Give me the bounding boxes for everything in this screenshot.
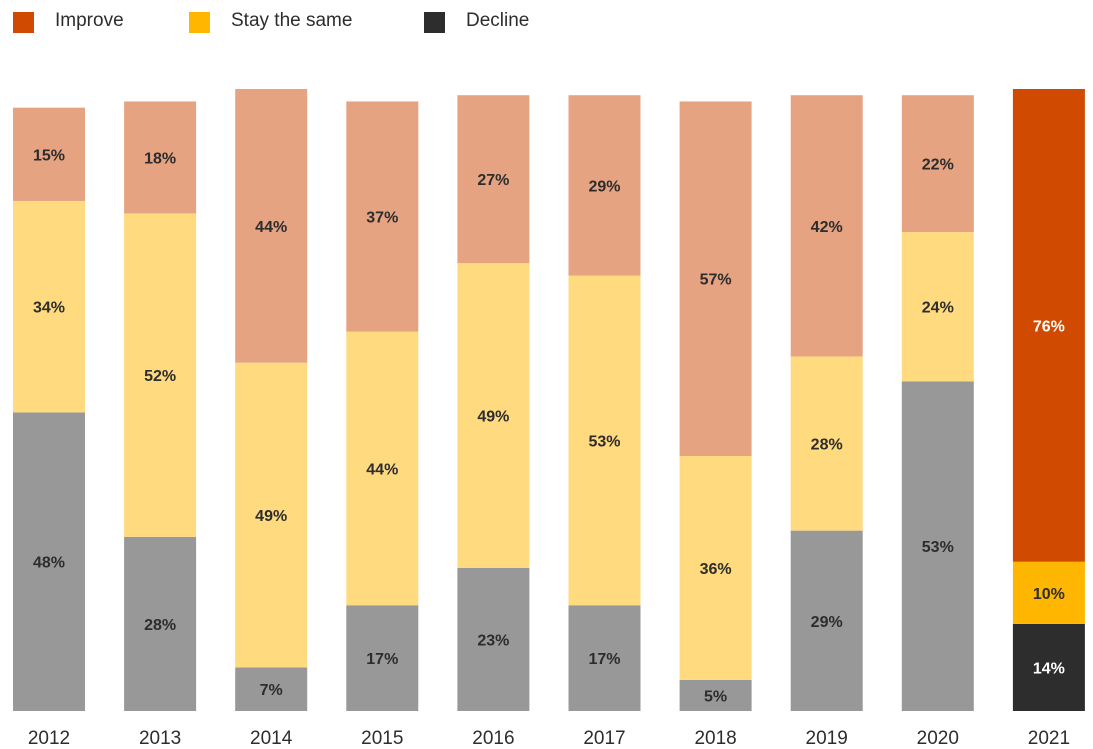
bar-group-2014: 7% 49% 44% xyxy=(235,89,308,711)
data-label-2014-stay-the-same: 49% xyxy=(255,508,287,525)
data-label-2020-stay-the-same: 24% xyxy=(922,300,954,317)
data-label-2018-stay-the-same: 36% xyxy=(700,561,732,578)
bar-2015-decline xyxy=(346,605,419,711)
data-label-2013-stay-the-same: 52% xyxy=(144,368,176,385)
bar-2017-improve xyxy=(568,95,641,276)
bar-group-2016: 23% 49% 27% xyxy=(457,95,530,711)
bar-2018-decline xyxy=(679,679,752,711)
data-label-2021-decline: 14% xyxy=(1033,660,1065,677)
data-label-2017-decline: 17% xyxy=(588,651,620,668)
data-label-2020-decline: 53% xyxy=(922,539,954,556)
legend-label-stay-the-same: Stay the same xyxy=(231,10,353,31)
data-label-2021-stay-the-same: 10% xyxy=(1033,586,1065,603)
x-tick-label-2015: 2015 xyxy=(361,728,403,749)
bar-2019-decline xyxy=(790,530,863,711)
bar-2021-stay-the-same xyxy=(1012,561,1085,624)
data-label-2016-stay-the-same: 49% xyxy=(477,409,509,426)
bar-group-2013: 28% 52% 18% xyxy=(124,101,197,711)
bar-2014-decline xyxy=(235,667,308,711)
bar-2013-decline xyxy=(124,536,197,711)
bar-2015-stay-the-same xyxy=(346,331,419,606)
bar-2018-improve xyxy=(679,101,752,456)
bar-2017-stay-the-same xyxy=(568,275,641,606)
bar-2013-improve xyxy=(124,101,197,214)
bar-2020-decline xyxy=(901,381,974,711)
bar-2019-stay-the-same xyxy=(790,356,863,531)
bar-2016-decline xyxy=(457,567,530,711)
data-label-2015-decline: 17% xyxy=(366,651,398,668)
bar-2012-decline xyxy=(13,412,85,711)
bar-group-2015: 17% 44% 37% xyxy=(346,101,419,711)
data-label-2020-improve: 22% xyxy=(922,157,954,174)
data-label-2015-improve: 37% xyxy=(366,210,398,227)
bar-2021-improve xyxy=(1012,89,1085,562)
bar-2015-improve xyxy=(346,101,419,332)
bar-2018-stay-the-same xyxy=(679,455,752,680)
bar-2020-improve xyxy=(901,95,974,233)
data-label-2016-improve: 27% xyxy=(477,172,509,189)
data-label-2016-decline: 23% xyxy=(477,632,509,649)
data-label-2013-decline: 28% xyxy=(144,617,176,634)
x-tick-label-2014: 2014 xyxy=(250,728,293,749)
data-label-2021-improve: 76% xyxy=(1033,318,1065,335)
legend-swatch-decline xyxy=(424,12,445,33)
x-tick-label-2018: 2018 xyxy=(694,728,736,749)
data-label-2017-stay-the-same: 53% xyxy=(588,433,620,450)
data-label-2018-improve: 57% xyxy=(700,272,732,289)
bar-2012-stay-the-same xyxy=(13,200,85,413)
bar-2017-decline xyxy=(568,605,641,711)
bar-group-2012: 48% 34% 15% xyxy=(13,107,85,711)
legend-label-decline: Decline xyxy=(466,10,530,31)
data-label-2012-decline: 48% xyxy=(33,555,65,572)
legend-swatch-improve xyxy=(13,12,34,33)
bar-group-2017: 17% 53% 29% xyxy=(568,95,641,711)
bar-2013-stay-the-same xyxy=(124,213,197,537)
data-label-2012-improve: 15% xyxy=(33,147,65,164)
bar-group-2021: 14% 10% 76% xyxy=(1012,89,1085,711)
data-label-2012-stay-the-same: 34% xyxy=(33,300,65,317)
bar-2014-stay-the-same xyxy=(235,362,308,668)
data-label-2019-decline: 29% xyxy=(811,614,843,631)
x-tick-label-2021: 2021 xyxy=(1028,728,1070,749)
legend-label-improve: Improve xyxy=(55,10,124,31)
bar-group-2018: 5% 36% 57% xyxy=(679,101,752,711)
bar-2012-improve xyxy=(13,107,85,201)
data-label-2013-improve: 18% xyxy=(144,150,176,167)
x-tick-label-2017: 2017 xyxy=(583,728,625,749)
data-label-2015-stay-the-same: 44% xyxy=(366,461,398,478)
data-label-2018-decline: 5% xyxy=(704,688,727,705)
data-label-2014-decline: 7% xyxy=(260,682,283,699)
bar-group-2020: 53% 24% 22% xyxy=(901,95,974,711)
bar-2016-improve xyxy=(457,95,530,264)
bar-2019-improve xyxy=(790,95,863,357)
bar-group-2019: 29% 28% 42% xyxy=(790,95,863,711)
bar-2021-decline xyxy=(1012,623,1085,711)
data-label-2019-improve: 42% xyxy=(811,219,843,236)
x-tick-label-2012: 2012 xyxy=(28,728,70,749)
legend-swatch-stay-the-same xyxy=(189,12,210,33)
bar-2020-stay-the-same xyxy=(901,232,974,382)
data-label-2014-improve: 44% xyxy=(255,219,287,236)
bar-2014-improve xyxy=(235,89,308,363)
x-tick-label-2020: 2020 xyxy=(917,728,959,749)
x-tick-label-2013: 2013 xyxy=(139,728,181,749)
x-tick-label-2019: 2019 xyxy=(806,728,848,749)
x-tick-label-2016: 2016 xyxy=(472,728,514,749)
bar-2016-stay-the-same xyxy=(457,263,530,568)
data-label-2017-improve: 29% xyxy=(588,178,620,195)
data-label-2019-stay-the-same: 28% xyxy=(811,437,843,454)
